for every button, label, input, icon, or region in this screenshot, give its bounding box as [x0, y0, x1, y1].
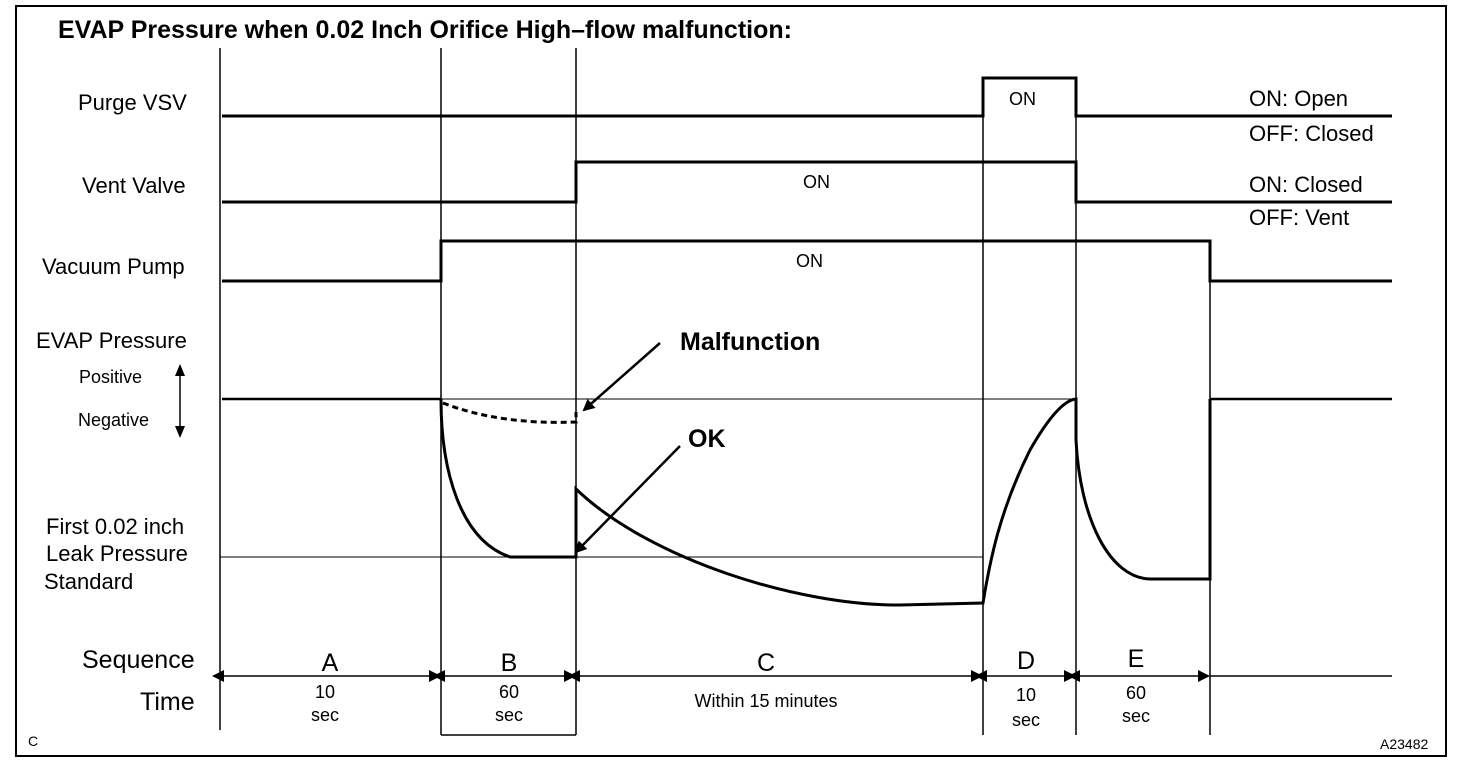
time-a-unit: sec	[311, 705, 339, 725]
diagram-title: EVAP Pressure when 0.02 Inch Orifice Hig…	[58, 16, 792, 44]
vacuum-pump-label: Vacuum Pump	[42, 254, 185, 279]
purge-vsv-legend-on: ON: Open	[1249, 86, 1348, 111]
vent-valve-label: Vent Valve	[82, 173, 186, 198]
vacuum-pump-on-text: ON	[796, 251, 823, 271]
figure-id: A23482	[1380, 736, 1428, 752]
ok-label: OK	[688, 425, 726, 453]
time-a-value: 10	[315, 682, 335, 702]
ok-pointer	[576, 446, 680, 552]
vent-valve-legend-off: OFF: Vent	[1249, 205, 1349, 230]
leak-standard-line1: First 0.02 inch	[46, 514, 184, 539]
sequence-letter-a: A	[322, 649, 339, 677]
sequence-letter-b: B	[501, 649, 518, 677]
leak-standard-line2: Leak Pressure	[46, 541, 188, 566]
purge-vsv-on-text: ON	[1009, 89, 1036, 109]
vent-valve-on-text: ON	[803, 172, 830, 192]
sequence-letter-d: D	[1017, 647, 1035, 675]
purge-vsv-label: Purge VSV	[78, 90, 187, 115]
time-d-value: 10	[1016, 685, 1036, 705]
evap-pressure-ok-curve	[441, 399, 1210, 605]
malfunction-curve	[443, 403, 576, 422]
time-b-value: 60	[499, 682, 519, 702]
purge-vsv-legend-off: OFF: Closed	[1249, 121, 1374, 146]
leak-standard-line3: Standard	[44, 569, 133, 594]
sequence-label: Sequence	[82, 646, 195, 674]
time-c-value: Within 15 minutes	[694, 691, 837, 711]
time-e-value: 60	[1126, 683, 1146, 703]
sequence-letter-e: E	[1128, 645, 1145, 673]
time-b-unit: sec	[495, 705, 523, 725]
time-d-unit: sec	[1012, 710, 1040, 730]
diagram-border	[16, 6, 1446, 756]
positive-label: Positive	[79, 367, 142, 387]
purge-vsv-signal	[222, 78, 1392, 116]
corner-left-mark: C	[28, 733, 38, 749]
malfunction-pointer	[584, 343, 660, 410]
phase-dividers	[220, 48, 1210, 735]
sequence-letter-c: C	[757, 649, 775, 677]
time-label: Time	[140, 688, 195, 716]
positive-negative-arrow-icon	[175, 364, 185, 438]
time-e-unit: sec	[1122, 706, 1150, 726]
vent-valve-legend-on: ON: Closed	[1249, 172, 1363, 197]
malfunction-label: Malfunction	[680, 328, 820, 356]
negative-label: Negative	[78, 410, 149, 430]
evap-pressure-label: EVAP Pressure	[36, 328, 187, 353]
